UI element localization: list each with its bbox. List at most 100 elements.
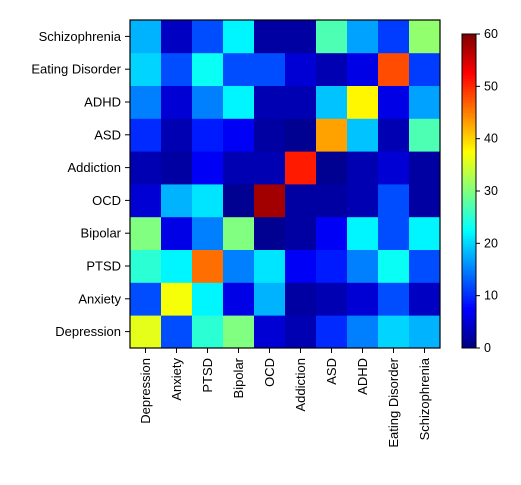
colorbar-band [462,39,476,43]
heatmap-cell [223,52,255,86]
heatmap-cell [316,151,348,185]
colorbar-band [462,172,476,176]
colorbar-band [462,261,476,265]
heatmap-cell [347,118,379,152]
colorbar-band [462,201,476,205]
heatmap-cell [347,151,379,185]
heatmap-cell [409,216,441,250]
colorbar-band [462,266,476,270]
heatmap-cell [192,184,224,218]
heatmap-cell [130,315,162,349]
colorbar-band [462,128,476,132]
heatmap-cell [347,20,379,54]
colorbar-band [462,107,476,111]
colorbar-band [462,319,476,323]
colorbar-band [462,196,476,200]
colorbar-band [462,154,476,158]
colorbar-band [462,337,476,341]
heatmap-cell [223,85,255,119]
heatmap-cell [285,216,317,250]
heatmap-cell [254,282,286,316]
colorbar-band [462,256,476,260]
colorbar-band [462,332,476,336]
heatmap-cell [161,52,193,86]
heatmap-cell [316,315,348,349]
colorbar-tick-label: 10 [484,289,498,303]
colorbar-band [462,209,476,213]
colorbar-band [462,54,476,59]
colorbar-band [462,78,476,82]
colorbar-band [462,251,476,255]
colorbar-band [462,65,476,69]
colorbar-band [462,133,476,137]
colorbar-band [462,143,476,148]
heatmap-cell [161,184,193,218]
colorbar-band [462,313,476,318]
heatmap-cell [161,85,193,119]
heatmap-cell [285,151,317,185]
colorbar-band [462,214,476,218]
colorbar-band [462,122,476,127]
colorbar-band [462,125,476,129]
colorbar-band [462,279,476,284]
heatmap-cell [378,52,410,86]
colorbar-band [462,175,476,179]
colorbar-band [462,264,476,268]
heatmap-cell [223,282,255,316]
y-tick-label: Addiction [68,160,121,175]
heatmap-cell [254,151,286,185]
heatmap-cell [285,20,317,54]
heatmap-cell [130,85,162,119]
heatmap-cell [254,315,286,349]
colorbar-band [462,88,476,93]
x-tick-label: OCD [262,358,277,387]
heatmap-cell [347,52,379,86]
x-tick-label: Depression [138,358,153,424]
colorbar-band [462,130,476,134]
heatmap-cell [316,184,348,218]
heatmap-cell [285,282,317,316]
colorbar-band [462,334,476,339]
heatmap-cell [192,282,224,316]
colorbar-band [462,94,476,98]
colorbar-band [462,243,476,247]
colorbar-band [462,149,476,153]
colorbar-band [462,104,476,108]
heatmap-cell [378,20,410,54]
heatmap-cell [254,249,286,283]
heatmap-cell [347,184,379,218]
heatmap-cell [161,20,193,54]
heatmap-cell [409,184,441,218]
colorbar-tick-label: 60 [484,27,498,41]
colorbar-band [462,183,476,187]
heatmap-cell [409,282,441,316]
colorbar-band [462,272,476,276]
heatmap-cell [130,282,162,316]
colorbar-band [462,306,476,310]
y-tick-label: Bipolar [81,226,122,241]
colorbar-band [462,311,476,315]
heatmap-cell [378,184,410,218]
heatmap-cell [316,20,348,54]
heatmap-cell [192,216,224,250]
heatmap-cell [316,85,348,119]
colorbar-band [462,287,476,291]
heatmap-cell [161,151,193,185]
colorbar: 0 10 20 30 40 50 60 [461,27,498,355]
heatmap-cell [378,249,410,283]
colorbar-band [462,109,476,113]
colorbar-band [462,156,476,161]
heatmap-cell [130,216,162,250]
colorbar-band [462,34,476,38]
heatmap-cell [223,216,255,250]
x-tick-label: Bipolar [231,357,246,398]
colorbar-band [462,285,476,289]
heatmap-cell [409,249,441,283]
heatmap-cell [316,118,348,152]
heatmap-cell [130,184,162,218]
colorbar-band [462,91,476,95]
colorbar-band [462,188,476,192]
heatmap-cell [378,151,410,185]
